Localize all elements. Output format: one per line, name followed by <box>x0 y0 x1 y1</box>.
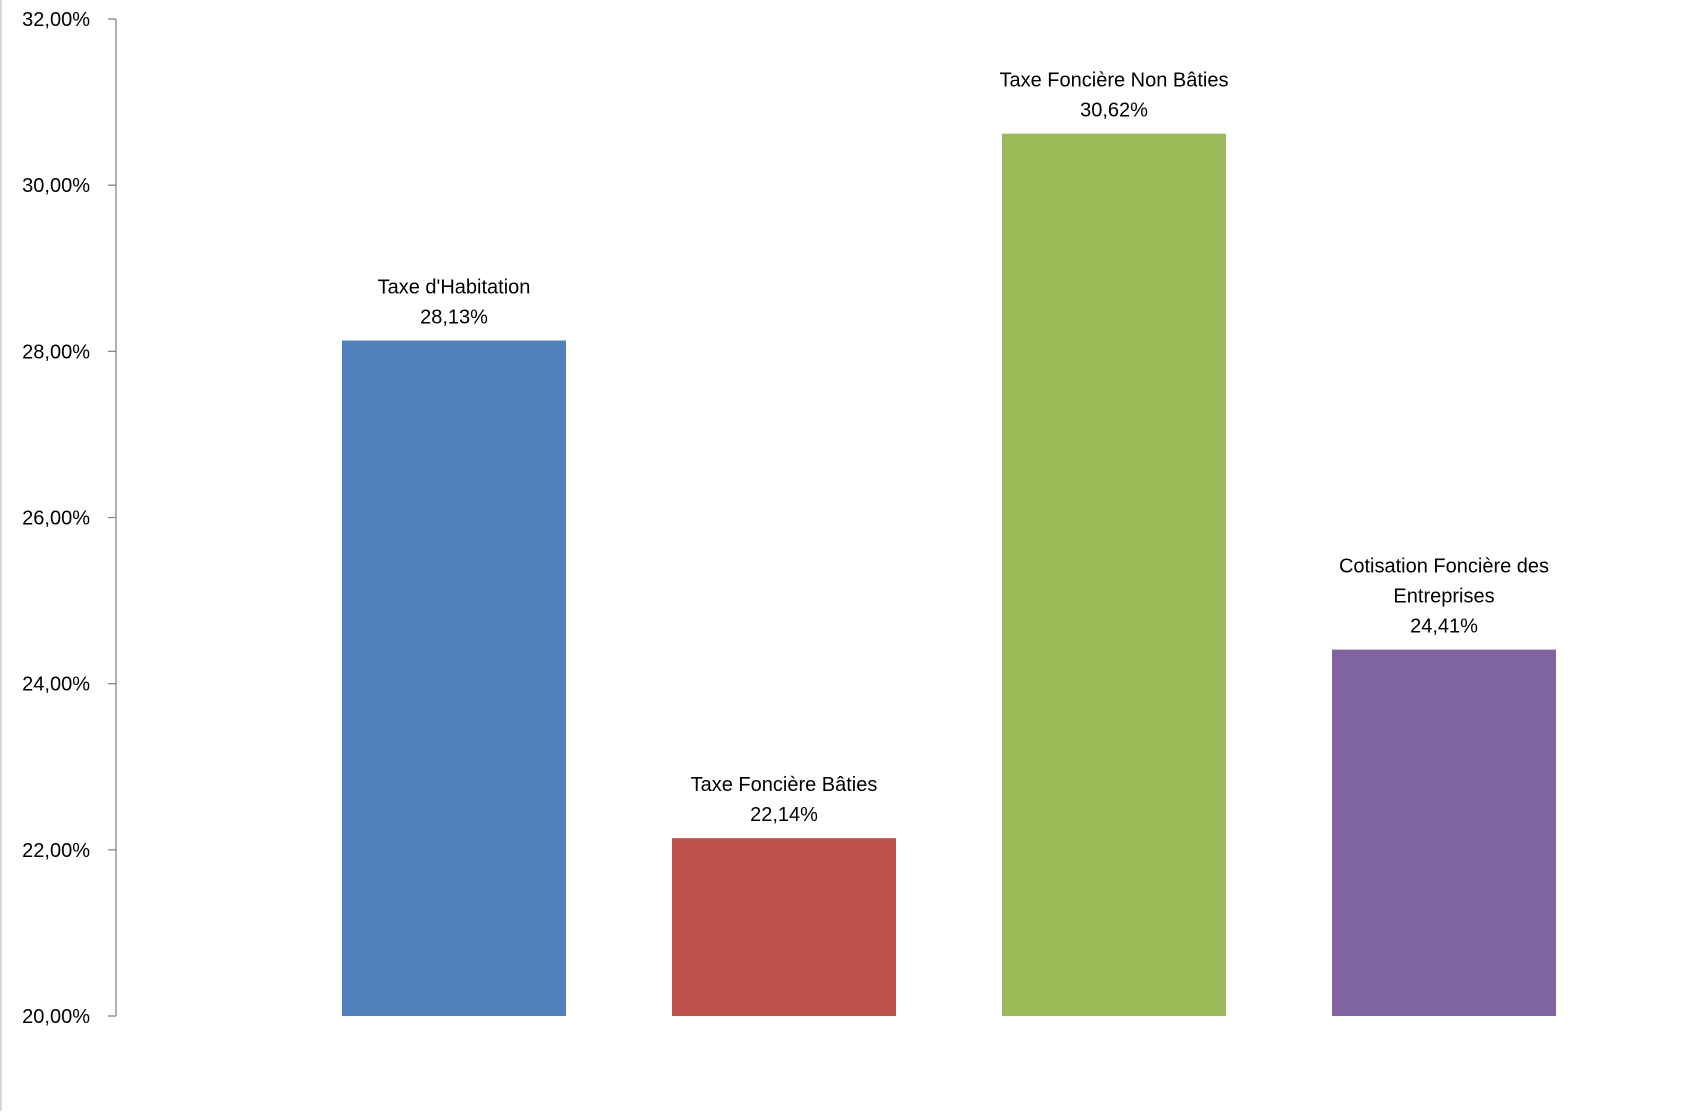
y-tick-label: 22,00% <box>22 840 90 862</box>
y-tick-label: 32,00% <box>22 9 90 31</box>
y-tick-label: 26,00% <box>22 508 90 530</box>
bar <box>672 838 896 1016</box>
bar-category-label: Taxe Foncière Bâties <box>691 774 878 796</box>
y-tick-label: 20,00% <box>22 1006 90 1028</box>
bar-value-label: 24,41% <box>1410 616 1478 638</box>
y-tick-label: 30,00% <box>22 175 90 197</box>
bar-value-label: 22,14% <box>750 804 818 826</box>
bar-category-label: Taxe d'Habitation <box>378 277 531 299</box>
bar-category-label: Entreprises <box>1393 586 1494 608</box>
y-axis: 20,00% 22,00% 24,00% 26,00% 28,00% 30,00% 32,0… <box>0 0 117 1111</box>
bar <box>1002 133 1226 1016</box>
bar-value-label: 28,13% <box>420 307 488 329</box>
y-tick-label: 24,00% <box>22 674 90 696</box>
bar <box>342 340 566 1017</box>
bar-value-label: 30,62% <box>1080 100 1148 122</box>
bars <box>342 133 1556 1017</box>
bar <box>1332 649 1556 1016</box>
y-tick-label: 28,00% <box>22 341 90 363</box>
bar-category-label: Taxe Foncière Non Bâties <box>999 70 1228 92</box>
data-labels: 28,13% Taxe d'Habitation 22,14% Taxe Fonciè… <box>378 70 1549 827</box>
bar-category-label: Cotisation Foncière des <box>1339 556 1549 578</box>
